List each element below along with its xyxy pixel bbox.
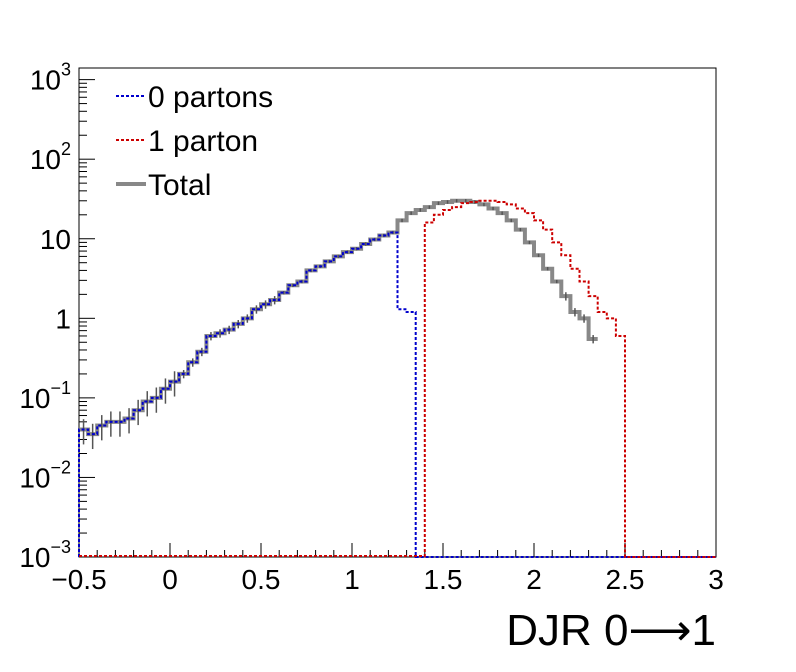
y-tick-label: 10−1	[19, 378, 71, 414]
series-0-partons	[78, 231, 716, 558]
series-line	[78, 231, 716, 558]
legend: 0 partons 1 parton Total	[116, 81, 273, 202]
legend-entry: 1 parton	[148, 125, 258, 158]
y-tick-label: 10−3	[19, 537, 71, 573]
y-tick-label: 10	[40, 224, 71, 255]
x-tick-label: 0	[162, 564, 178, 595]
legend-entry: Total	[148, 169, 211, 202]
x-tick-label: 2	[526, 564, 542, 595]
series-total	[79, 198, 598, 450]
x-tick-label: 0.5	[242, 564, 281, 595]
x-tick-label: −0.5	[51, 564, 106, 595]
series-line	[423, 199, 716, 558]
y-axis: 10−3 10−2 10−1 1 10 102 103	[19, 60, 95, 573]
y-tick-label: 1	[55, 303, 71, 334]
series-1-parton	[79, 199, 716, 558]
x-axis: −0.5 0 0.5 1 1.5 2 2.5 3	[51, 543, 724, 595]
x-tick-label: 1.5	[424, 564, 463, 595]
legend-entry: 0 partons	[148, 81, 273, 114]
y-tick-label: 10−2	[19, 457, 71, 493]
x-axis-label: DJR 0⟶1	[506, 606, 716, 655]
series-group	[78, 198, 716, 558]
x-tick-label: 3	[708, 564, 724, 595]
x-tick-label: 2.5	[606, 564, 645, 595]
y-tick-label: 103	[30, 60, 71, 96]
plot-frame	[78, 67, 717, 558]
y-tick-label: 102	[30, 139, 71, 175]
x-tick-label: 1	[344, 564, 360, 595]
